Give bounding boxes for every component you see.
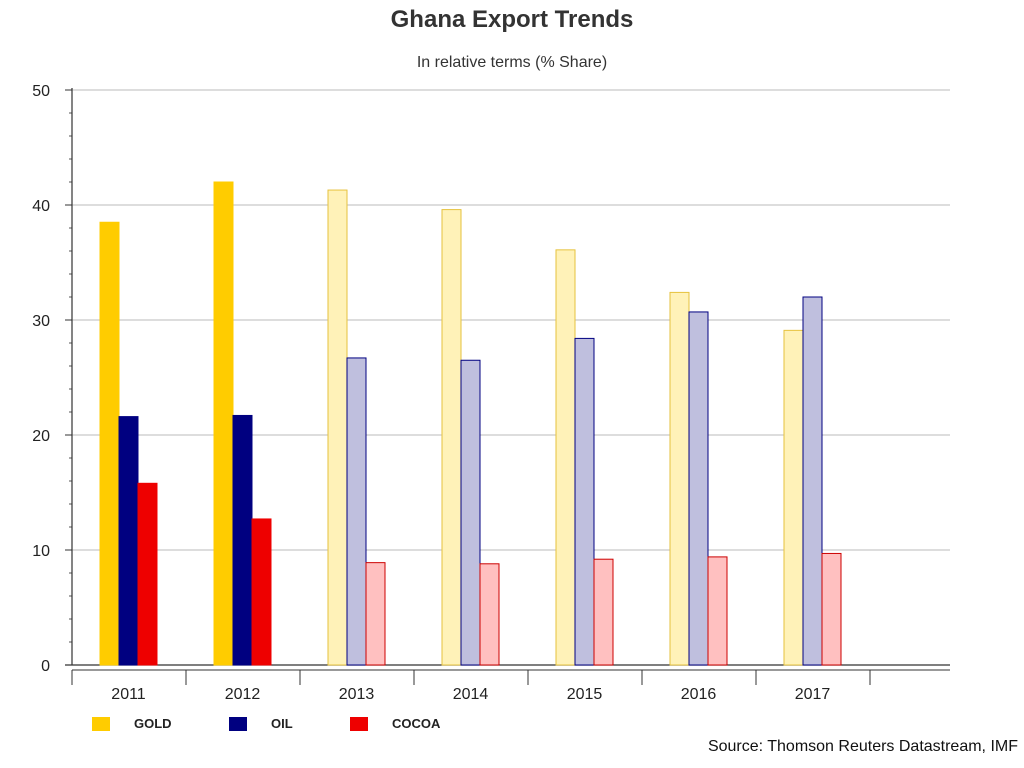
y-tick-label-0: 0 [41, 658, 50, 675]
bar-cocoa-2013 [365, 562, 386, 666]
y-tick-label-50: 50 [32, 83, 50, 100]
bar-cocoa-2014 [479, 563, 500, 666]
y-tick-label-40: 40 [32, 198, 50, 215]
y-tick-label-30: 30 [32, 313, 50, 330]
bar-gold-2013 [327, 189, 348, 666]
bar-oil-2011 [118, 416, 139, 666]
x-tick-label-2015: 2015 [567, 686, 603, 703]
bar-gold-2014 [441, 209, 462, 666]
legend-item-cocoa: COCOA [350, 716, 440, 731]
legend-swatch-gold [92, 716, 110, 731]
legend-label-oil: OIL [271, 716, 293, 731]
chart-title: Ghana Export Trends [390, 6, 634, 33]
bar-gold-2017 [783, 329, 804, 666]
x-tick-label-2012: 2012 [225, 686, 261, 703]
legend-swatch-oil [229, 716, 247, 731]
y-tick-label-10: 10 [32, 543, 50, 560]
x-tick-label-2011: 2011 [111, 686, 146, 703]
bar-oil-2014 [460, 359, 481, 666]
bar-oil-2012 [232, 414, 253, 666]
bar-gold-2016 [669, 291, 690, 666]
bar-cocoa-2017 [821, 552, 842, 666]
legend-label-gold: GOLD [134, 716, 172, 731]
legend-swatch-cocoa [350, 716, 368, 731]
y-tick-label-20: 20 [32, 428, 50, 445]
bar-cocoa-2012 [251, 518, 272, 666]
chart-subtitle: In relative terms (% Share) [416, 54, 608, 71]
x-tick-label-2014: 2014 [453, 686, 489, 703]
bar-gold-2012 [213, 181, 234, 666]
bar-gold-2011 [99, 221, 120, 666]
legend-item-oil: OIL [229, 716, 293, 731]
x-tick-label-2016: 2016 [681, 686, 717, 703]
legend-item-gold: GOLD [92, 716, 172, 731]
x-tick-label-2013: 2013 [339, 686, 375, 703]
legend-label-cocoa: COCOA [392, 716, 441, 731]
x-tick-label-2017: 2017 [795, 686, 831, 703]
bar-cocoa-2011 [137, 482, 158, 666]
bar-oil-2016 [688, 311, 709, 666]
bar-oil-2017 [802, 296, 823, 666]
bar-oil-2013 [346, 357, 367, 666]
bar-gold-2015 [555, 249, 576, 666]
source-note: Source: Thomson Reuters Datastream, IMF [707, 738, 1018, 755]
bar-cocoa-2016 [707, 556, 728, 666]
bar-oil-2015 [574, 337, 595, 666]
bar-cocoa-2015 [593, 558, 614, 666]
